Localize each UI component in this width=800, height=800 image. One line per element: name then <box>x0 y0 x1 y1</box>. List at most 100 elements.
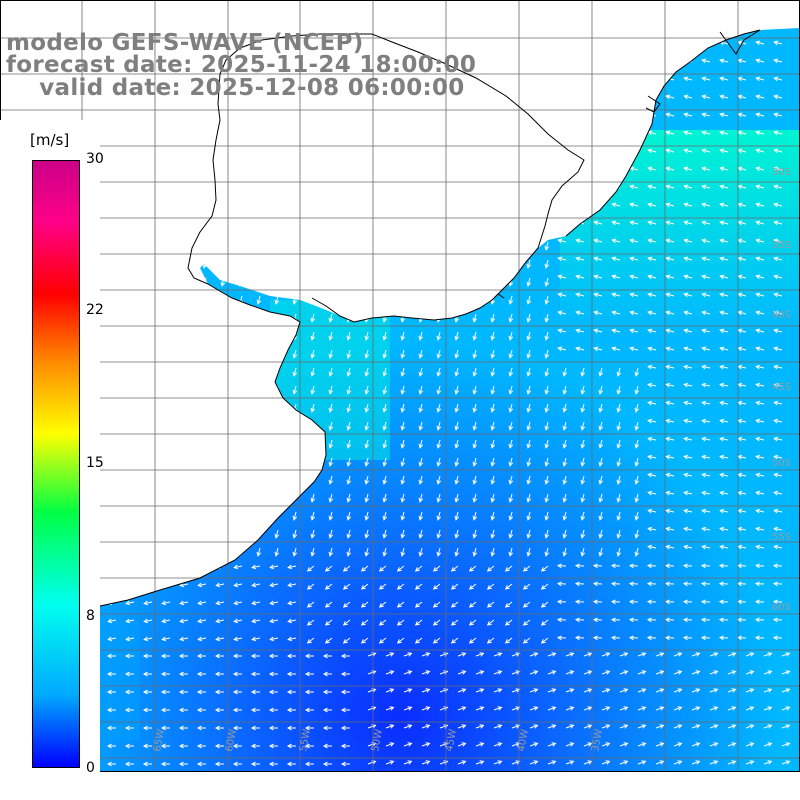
lon-label: 55W <box>298 728 313 752</box>
wind-arrow <box>166 439 172 449</box>
wind-arrow <box>629 274 639 280</box>
wind-arrow <box>454 295 460 305</box>
wind-arrow <box>436 205 442 215</box>
wind-arrow <box>418 385 424 395</box>
wind-arrow <box>382 187 388 197</box>
wind-arrow <box>755 274 765 280</box>
wind-arrow <box>504 565 513 572</box>
wind-arrow <box>382 421 388 431</box>
wind-arrow <box>148 151 154 161</box>
wind-arrow <box>665 508 675 514</box>
wind-arrow <box>755 130 765 136</box>
wind-arrow <box>745 670 755 675</box>
wind-arrow <box>544 439 550 449</box>
wind-arrow <box>346 169 352 179</box>
wind-arrow <box>683 274 693 280</box>
wind-arrow <box>634 529 640 539</box>
wind-arrow <box>220 493 226 503</box>
wind-arrow <box>400 529 406 539</box>
wind-arrow <box>619 670 629 675</box>
wind-arrow <box>665 328 675 334</box>
wind-arrow <box>468 583 477 590</box>
wind-arrow <box>292 349 298 359</box>
wind-arrow <box>184 493 190 503</box>
wind-arrow <box>256 277 262 287</box>
wind-arrow <box>346 295 352 305</box>
wind-arrow <box>763 760 773 765</box>
wind-arrow <box>418 421 424 431</box>
wind-arrow <box>634 385 640 395</box>
wind-arrow <box>306 583 315 590</box>
wind-arrow <box>719 382 729 388</box>
wind-arrow <box>268 707 278 713</box>
wind-arrow <box>472 493 478 503</box>
wind-arrow <box>592 599 603 605</box>
wind-arrow <box>256 475 262 485</box>
wind-arrow <box>665 40 675 46</box>
wind-arrow <box>664 563 675 569</box>
wind-arrow <box>197 618 207 624</box>
wind-arrow <box>665 220 675 226</box>
wind-arrow <box>745 724 755 729</box>
wind-arrow <box>457 706 467 711</box>
wind-arrow <box>574 563 585 569</box>
wind-arrow <box>665 526 675 532</box>
wind-arrow <box>184 457 190 467</box>
wind-arrow <box>598 403 604 413</box>
wind-arrow <box>475 724 485 729</box>
wind-arrow <box>148 439 154 449</box>
wind-arrow <box>202 547 208 557</box>
wind-arrow <box>580 511 586 521</box>
wind-arrow <box>382 259 388 269</box>
wind-arrow <box>286 725 296 731</box>
wind-arrow <box>400 331 406 341</box>
wind-arrow <box>220 475 226 485</box>
coastline <box>0 29 761 629</box>
wind-arrow <box>557 238 567 244</box>
wind-arrow <box>719 310 729 316</box>
wind-arrow <box>400 205 406 215</box>
wind-arrow <box>292 223 298 233</box>
wind-arrow <box>166 547 172 557</box>
wind-arrow <box>682 617 693 623</box>
wind-arrow <box>593 76 603 82</box>
wind-arrow <box>385 724 395 729</box>
wind-arrow <box>691 706 701 711</box>
wind-arrow <box>346 349 352 359</box>
wind-arrow <box>418 187 424 197</box>
wind-arrow <box>526 79 532 89</box>
wind-arrow <box>457 742 467 747</box>
wind-arrow <box>112 331 118 341</box>
wind-arrow <box>142 671 152 677</box>
wind-arrow <box>251 564 261 570</box>
wind-arrow <box>450 637 459 644</box>
wind-arrow <box>112 115 118 125</box>
wind-arrow <box>719 454 729 460</box>
wind-arrow <box>719 544 729 550</box>
wind-arrow <box>161 618 171 624</box>
wind-arrow <box>504 601 513 608</box>
wind-arrow <box>342 637 351 644</box>
wind-arrow <box>486 637 495 644</box>
wind-arrow <box>701 130 711 136</box>
wind-arrow <box>727 670 737 675</box>
wind-arrow <box>130 493 136 503</box>
wind-arrow <box>238 475 244 485</box>
wind-arrow <box>544 493 550 503</box>
wind-arrow <box>647 202 657 208</box>
wind-arrow <box>701 184 711 190</box>
wind-arrow <box>112 529 118 539</box>
wind-arrow <box>202 241 208 251</box>
wind-arrow <box>522 637 531 644</box>
wind-arrow <box>508 511 514 521</box>
wind-arrow <box>556 581 567 587</box>
wind-arrow <box>160 689 170 695</box>
wind-arrow <box>256 223 262 233</box>
wind-arrow <box>522 565 531 572</box>
wind-arrow <box>166 133 172 143</box>
wind-arrow <box>526 133 532 143</box>
wind-arrow <box>184 205 190 215</box>
wind-arrow <box>179 600 189 606</box>
wind-arrow <box>166 493 172 503</box>
wind-arrow <box>274 457 280 467</box>
